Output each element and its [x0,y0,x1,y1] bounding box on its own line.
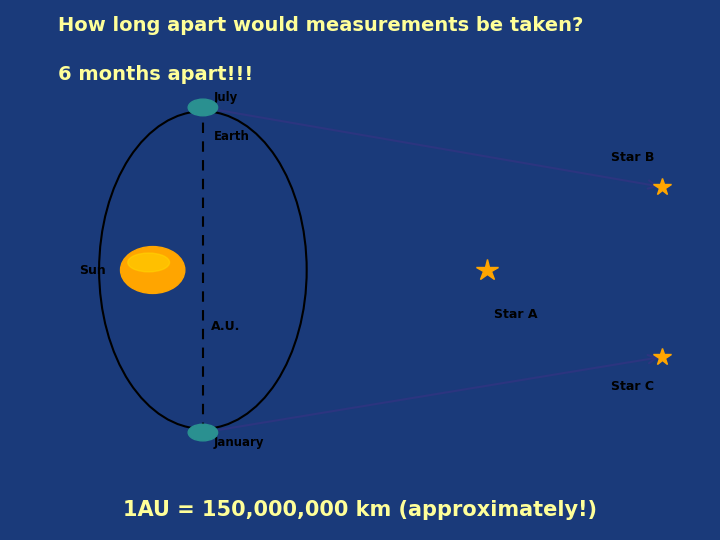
Ellipse shape [127,253,169,272]
Circle shape [188,99,217,116]
Circle shape [188,424,217,441]
Text: Earth: Earth [214,130,250,143]
Text: A.U.: A.U. [211,320,240,333]
Text: 1AU = 150,000,000 km (approximately!): 1AU = 150,000,000 km (approximately!) [123,500,597,521]
Text: Star A: Star A [494,308,538,321]
Text: How long apart would measurements be taken?: How long apart would measurements be tak… [58,16,583,35]
Ellipse shape [120,247,185,293]
Text: Star B: Star B [611,151,654,164]
Text: Sun: Sun [79,264,106,276]
Text: January: January [214,436,264,449]
Text: 6 months apart!!!: 6 months apart!!! [58,65,253,84]
Text: July: July [214,91,238,104]
Text: Star C: Star C [611,380,654,393]
